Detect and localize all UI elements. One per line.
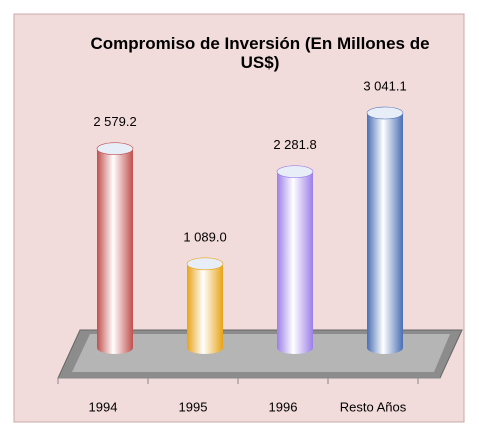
bar-bottom (367, 342, 403, 354)
bar (97, 148, 133, 348)
x-tick-label: 1995 (179, 399, 208, 414)
bar-top (366, 106, 404, 120)
x-tick-label: Resto Años (340, 399, 407, 414)
value-label: 1 089.0 (183, 229, 226, 244)
bar (367, 113, 403, 348)
value-label: 3 041.1 (363, 78, 406, 93)
bar (277, 171, 313, 348)
chart-title: Compromiso de Inversión (En Millones de … (90, 34, 430, 72)
x-tick-label: 1996 (269, 399, 298, 414)
bar-top (276, 165, 314, 178)
value-label: 2 579.2 (93, 114, 136, 129)
value-label: 2 281.8 (273, 137, 316, 152)
x-tick-label: 1994 (89, 399, 118, 414)
bar-bottom (97, 342, 133, 354)
bar-top (96, 142, 134, 155)
bar (187, 263, 223, 348)
bar-top (186, 257, 224, 271)
bar-bottom (277, 342, 313, 354)
bar-bottom (187, 342, 223, 354)
floor-top (72, 334, 450, 372)
